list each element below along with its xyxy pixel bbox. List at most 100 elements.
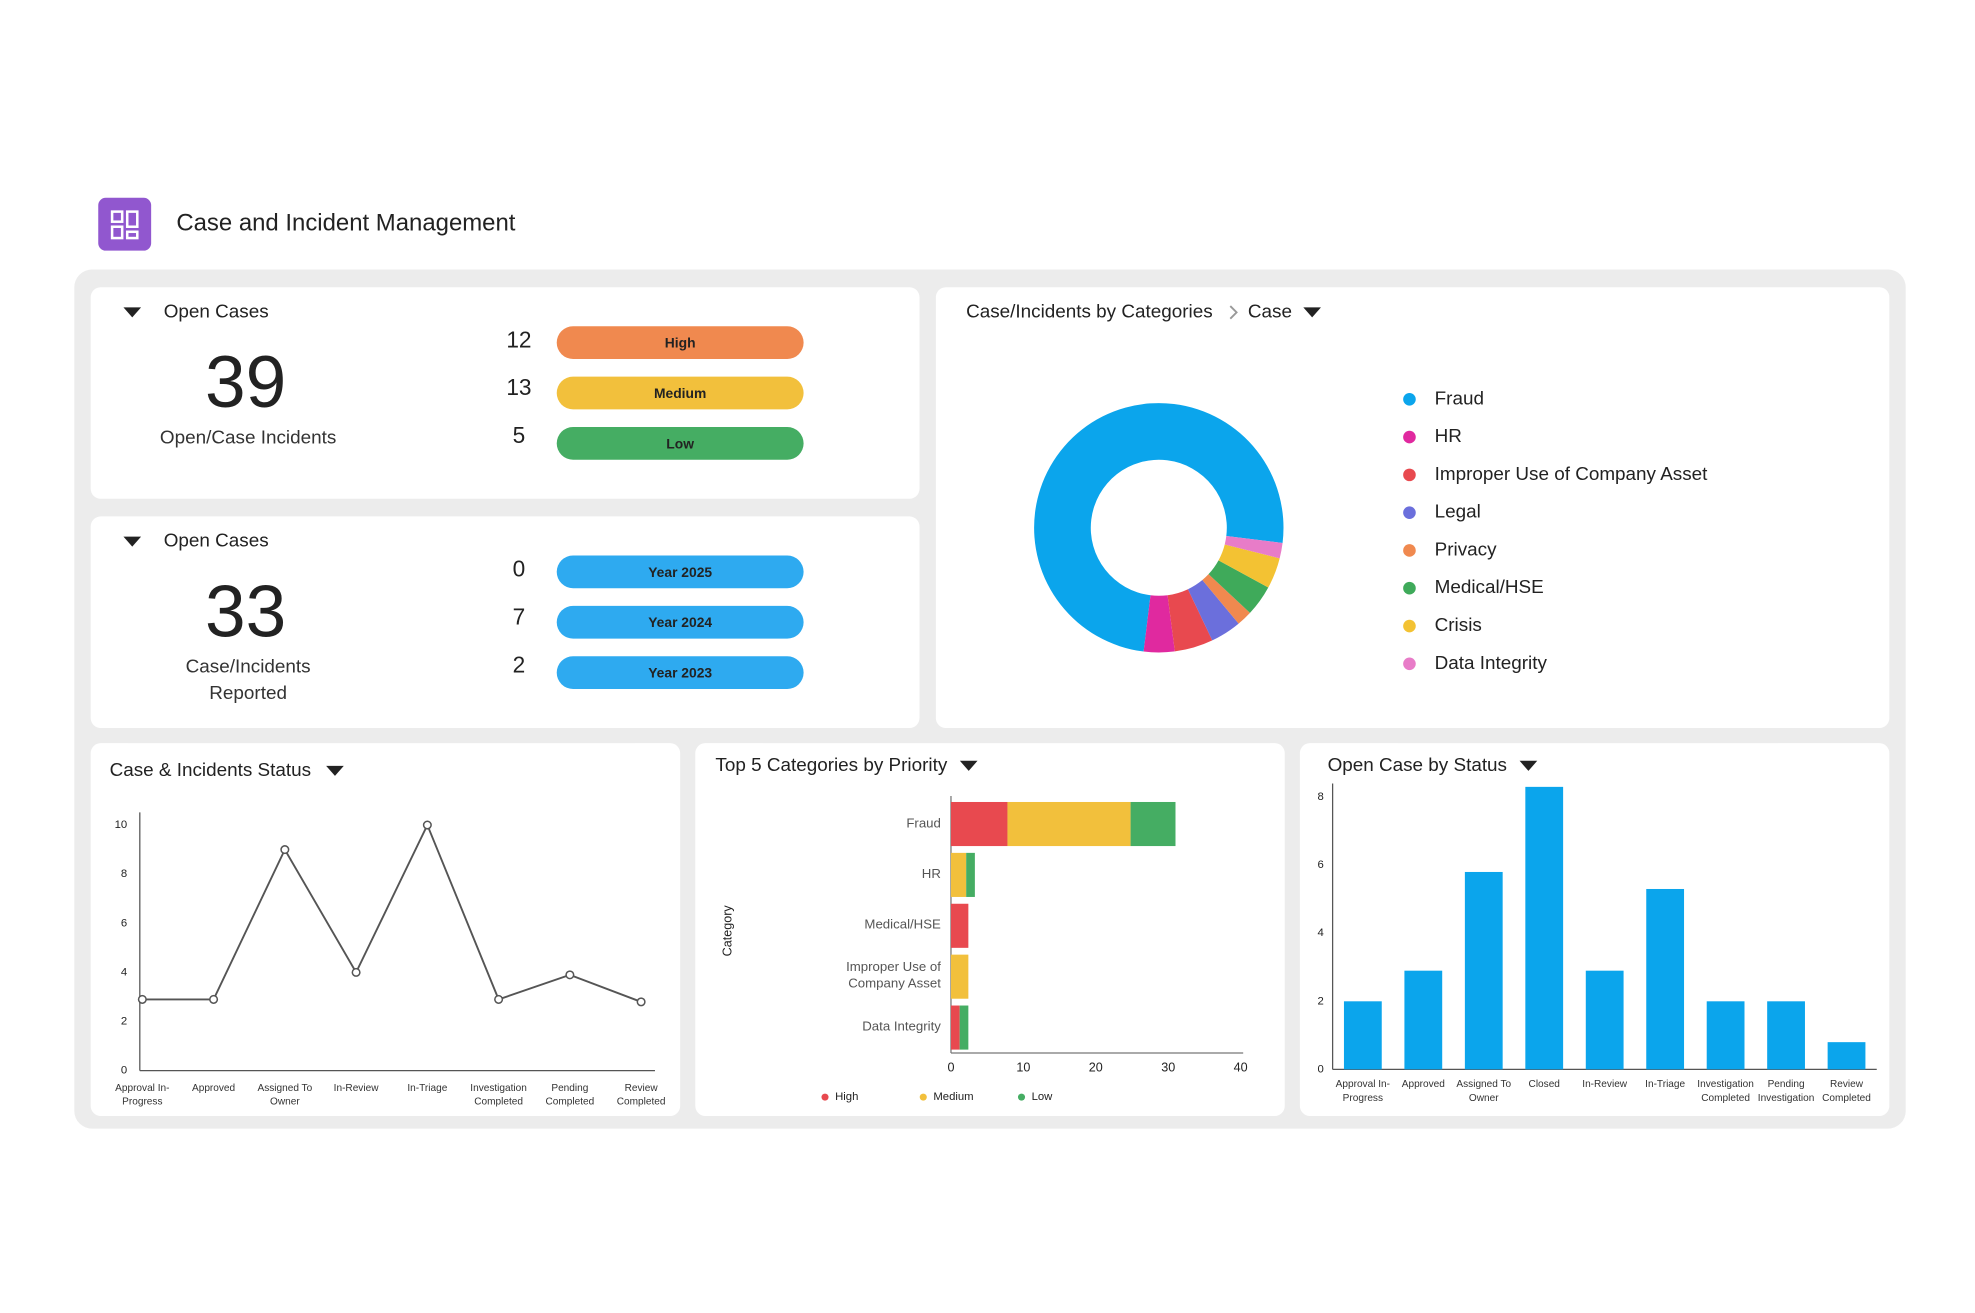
row-count: 7 bbox=[513, 603, 526, 629]
x-tick-label-box: Approved bbox=[1402, 1078, 1445, 1089]
dropdown-caret bbox=[326, 765, 344, 776]
x-tick-label: Approval In-Progress bbox=[1335, 1078, 1391, 1104]
y-tick-label: 8 bbox=[1317, 791, 1323, 803]
pill-label: High bbox=[665, 335, 696, 351]
card-title: Open Cases bbox=[164, 301, 269, 322]
legend-dot bbox=[1403, 544, 1416, 557]
x-tick-label: Investigation Completed bbox=[470, 1081, 527, 1108]
x-tick-label: Review Completed bbox=[616, 1081, 666, 1108]
bar-segment bbox=[950, 903, 969, 948]
page-title: Case and Incident Management bbox=[176, 210, 515, 237]
donut-slice bbox=[1208, 560, 1269, 613]
y-tick-label: 8 bbox=[121, 868, 127, 880]
legend-label: Medium bbox=[933, 1091, 973, 1103]
bar bbox=[1767, 1001, 1805, 1070]
x-tick-label-box: Investigation Completed bbox=[1697, 1078, 1754, 1103]
total-label: Case/Incidents Reported bbox=[185, 656, 311, 705]
breadcrumb: Case bbox=[1248, 301, 1292, 322]
x-tick-label: Assigned To Owner bbox=[257, 1081, 313, 1108]
y-tick-label: 6 bbox=[1317, 859, 1323, 871]
x-tick-label-box: Closed bbox=[1529, 1078, 1560, 1089]
y-tick-label: 0 bbox=[121, 1065, 127, 1077]
y-tick-label-box: HR bbox=[922, 867, 941, 882]
x-tick-label-box: Review Completed bbox=[1822, 1078, 1871, 1104]
legend-label: Medical/HSE bbox=[1435, 577, 1544, 598]
y-tick-label: 4 bbox=[1317, 927, 1323, 939]
x-tick-label: Approval In-Progress bbox=[115, 1081, 170, 1108]
pill-label: Medium bbox=[654, 385, 706, 401]
legend-label: Improper Use of Company Asset bbox=[1435, 464, 1709, 485]
y-axis-label: Category bbox=[720, 905, 734, 957]
bar-segment bbox=[1130, 801, 1176, 847]
donut-slice bbox=[1224, 536, 1283, 559]
y-tick-label: 6 bbox=[121, 917, 127, 929]
total-count: 39 bbox=[205, 342, 286, 423]
y-tick-label-box: Improper Use of Company Asset bbox=[846, 960, 941, 991]
line-point bbox=[422, 820, 432, 830]
row-count: 0 bbox=[513, 556, 526, 582]
legend-label: Low bbox=[1032, 1091, 1054, 1103]
row-count: 5 bbox=[513, 422, 526, 448]
row-count: 2 bbox=[513, 651, 526, 677]
y-tick-label: Medical/HSE bbox=[864, 917, 941, 933]
y-tick-label: 4 bbox=[121, 966, 127, 978]
pill-label: Year 2024 bbox=[648, 614, 712, 630]
total-label-box: Case/Incidents Reported bbox=[185, 656, 311, 705]
bar-segment bbox=[950, 801, 1008, 847]
legend-dot bbox=[1403, 619, 1416, 633]
app-icon-glyph bbox=[110, 210, 139, 240]
bar bbox=[1646, 888, 1685, 1070]
x-tick-label: Review Completed bbox=[1822, 1078, 1871, 1104]
pill-label: Year 2023 bbox=[648, 665, 712, 681]
legend-dot bbox=[919, 1093, 927, 1101]
card bbox=[90, 743, 681, 1116]
legend-label: Fraud bbox=[1435, 388, 1484, 409]
dropdown-caret bbox=[1303, 307, 1321, 318]
chart-title: Top 5 Categories by Priority bbox=[715, 755, 947, 776]
bar bbox=[1525, 786, 1564, 1070]
chart-title: Case & Incidents Status bbox=[110, 760, 311, 781]
x-tick-label: In-Review bbox=[333, 1081, 379, 1094]
bar bbox=[1464, 871, 1503, 1070]
priority-pill bbox=[556, 427, 804, 460]
x-tick-label-box: Approval In-Progress bbox=[1335, 1078, 1391, 1104]
x-tick-label: 10 bbox=[1016, 1060, 1030, 1074]
donut-slice bbox=[1034, 403, 1284, 652]
line-series bbox=[142, 822, 642, 1003]
x-tick-label: 30 bbox=[1161, 1060, 1175, 1074]
bar-segment bbox=[950, 1005, 960, 1050]
legend-dot bbox=[1403, 657, 1416, 671]
total-label: Open/Case Incidents bbox=[159, 427, 337, 449]
legend-dot bbox=[1403, 468, 1416, 482]
donut-slice bbox=[1218, 544, 1280, 588]
legend-dot bbox=[1403, 506, 1416, 519]
bar bbox=[1585, 970, 1624, 1070]
x-tick-label-box: Approval In-Progress bbox=[115, 1081, 170, 1108]
y-tick-label: 0 bbox=[1317, 1063, 1323, 1075]
donut-slice bbox=[1187, 580, 1239, 641]
priority-pill bbox=[556, 326, 804, 359]
x-tick-label: In-Triage bbox=[407, 1081, 448, 1094]
x-tick-label-box: In-Review bbox=[333, 1081, 379, 1094]
x-tick-label-box: Investigation Completed bbox=[470, 1081, 527, 1108]
y-tick-label: 2 bbox=[1317, 995, 1323, 1007]
bar-segment bbox=[950, 852, 967, 897]
total-label-box: Open/Case Incidents bbox=[159, 427, 337, 449]
x-tick-label-box: Approved bbox=[192, 1082, 235, 1093]
breadcrumb-separator bbox=[1229, 305, 1238, 320]
donut-slice bbox=[1202, 574, 1250, 624]
legend-dot bbox=[1403, 581, 1416, 595]
donut-slice bbox=[1167, 589, 1213, 652]
bar bbox=[1343, 1001, 1382, 1070]
chart-title: Open Case by Status bbox=[1328, 755, 1507, 776]
x-tick-label-box: In-Triage bbox=[407, 1081, 448, 1094]
total-count: 33 bbox=[205, 571, 286, 652]
row-count: 13 bbox=[506, 374, 531, 400]
line-point bbox=[636, 997, 646, 1007]
dropdown-caret bbox=[959, 760, 978, 771]
dropdown-caret bbox=[123, 307, 142, 318]
card bbox=[695, 743, 1285, 1116]
y-tick-label: 2 bbox=[121, 1016, 127, 1028]
